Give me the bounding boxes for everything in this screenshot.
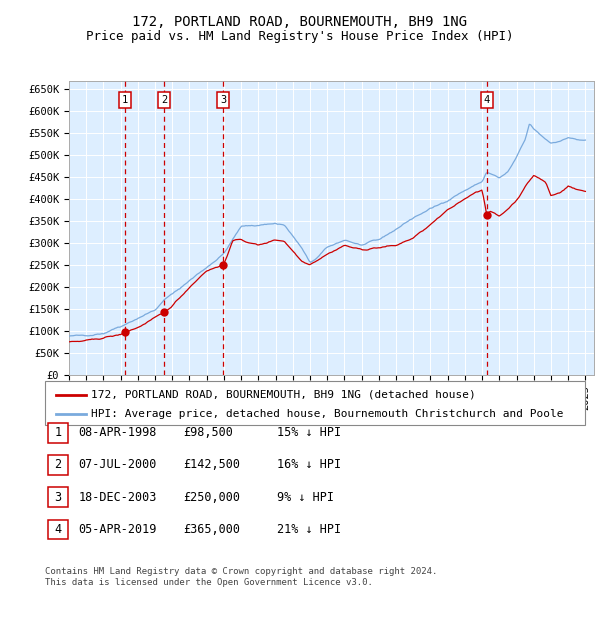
Text: 172, PORTLAND ROAD, BOURNEMOUTH, BH9 1NG (detached house): 172, PORTLAND ROAD, BOURNEMOUTH, BH9 1NG… — [91, 390, 475, 400]
Text: 16% ↓ HPI: 16% ↓ HPI — [277, 459, 341, 471]
Text: 15% ↓ HPI: 15% ↓ HPI — [277, 427, 341, 439]
Text: 172, PORTLAND ROAD, BOURNEMOUTH, BH9 1NG: 172, PORTLAND ROAD, BOURNEMOUTH, BH9 1NG — [133, 16, 467, 30]
Text: £365,000: £365,000 — [184, 523, 241, 536]
Text: 1: 1 — [55, 427, 61, 439]
Text: 4: 4 — [484, 95, 490, 105]
Text: 05-APR-2019: 05-APR-2019 — [79, 523, 157, 536]
Text: Price paid vs. HM Land Registry's House Price Index (HPI): Price paid vs. HM Land Registry's House … — [86, 30, 514, 43]
Text: 3: 3 — [220, 95, 227, 105]
Text: £98,500: £98,500 — [184, 427, 233, 439]
Text: 4: 4 — [55, 523, 61, 536]
Text: 9% ↓ HPI: 9% ↓ HPI — [277, 491, 334, 503]
Text: HPI: Average price, detached house, Bournemouth Christchurch and Poole: HPI: Average price, detached house, Bour… — [91, 409, 563, 419]
Text: £250,000: £250,000 — [184, 491, 241, 503]
Text: 1: 1 — [122, 95, 128, 105]
Text: 08-APR-1998: 08-APR-1998 — [79, 427, 157, 439]
Text: 21% ↓ HPI: 21% ↓ HPI — [277, 523, 341, 536]
Text: 2: 2 — [55, 459, 61, 471]
Text: Contains HM Land Registry data © Crown copyright and database right 2024.
This d: Contains HM Land Registry data © Crown c… — [45, 567, 437, 587]
Text: 2: 2 — [161, 95, 167, 105]
Text: 18-DEC-2003: 18-DEC-2003 — [79, 491, 157, 503]
Text: 3: 3 — [55, 491, 61, 503]
Text: £142,500: £142,500 — [184, 459, 241, 471]
Text: 07-JUL-2000: 07-JUL-2000 — [79, 459, 157, 471]
